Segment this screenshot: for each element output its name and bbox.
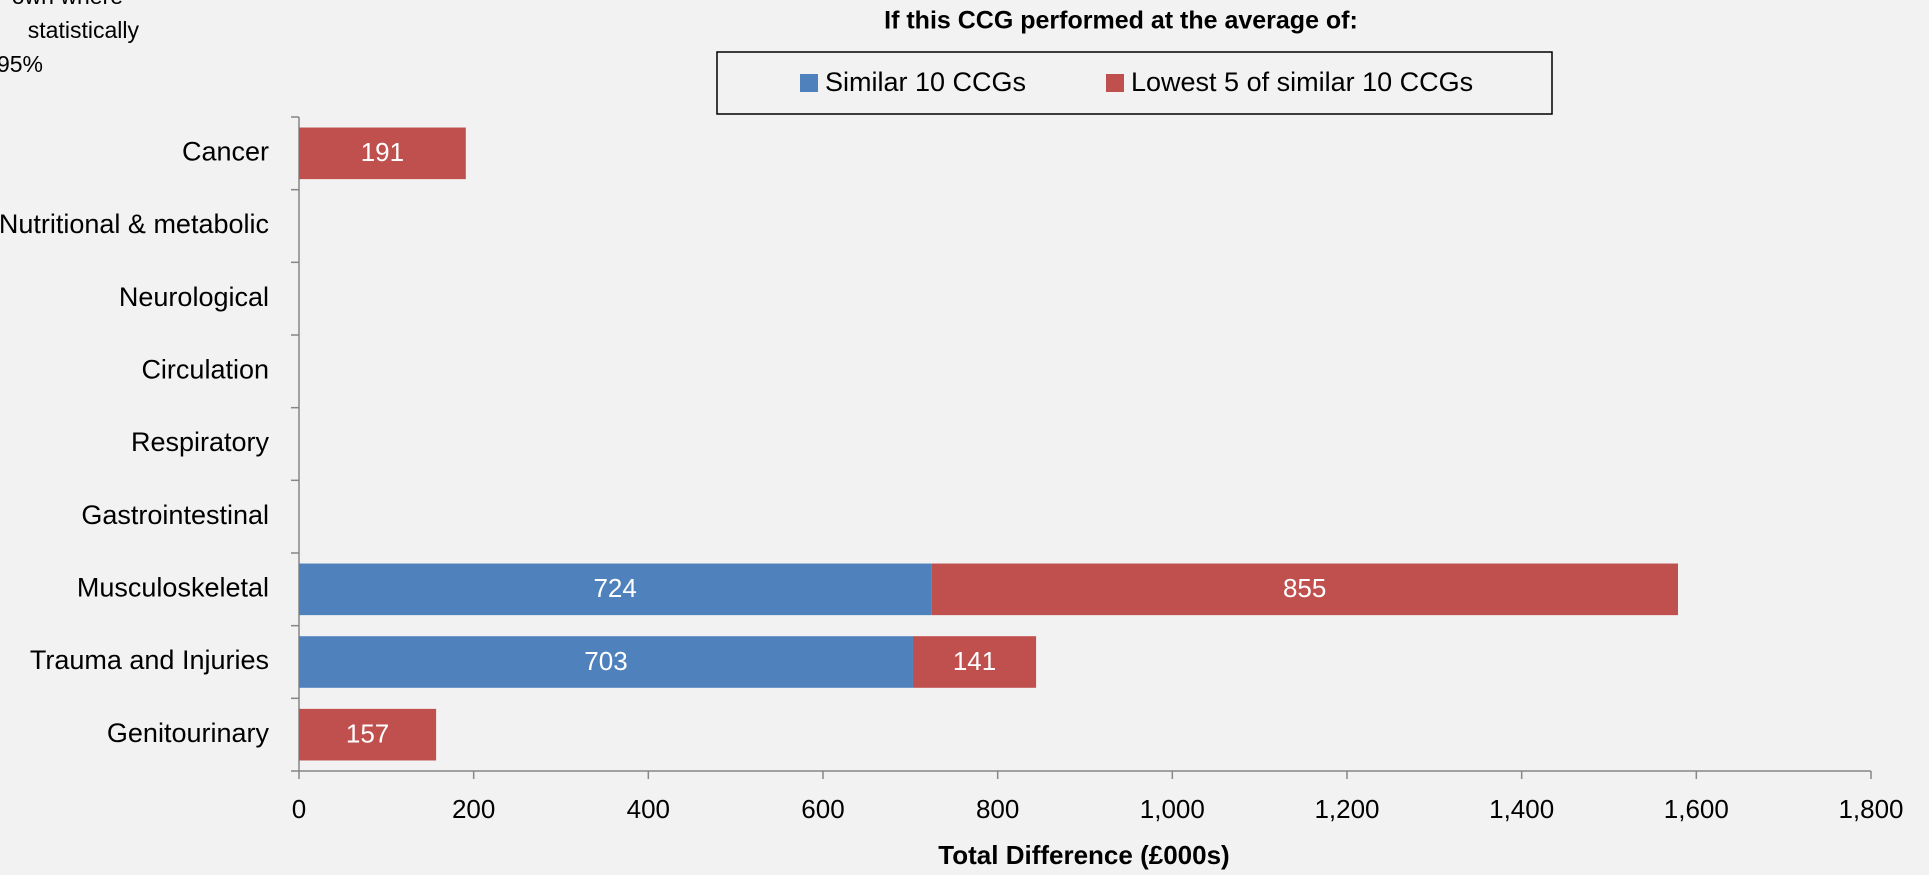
data-label: 703	[584, 646, 627, 676]
legend-label: Similar 10 CCGs	[825, 67, 1026, 97]
x-tick-label: 600	[801, 794, 844, 824]
y-tick-label: Circulation	[141, 354, 269, 384]
bar	[299, 563, 932, 616]
annotation: statistically	[28, 17, 140, 43]
y-tick-label: Gastrointestinal	[81, 500, 269, 530]
x-tick-label: 800	[976, 794, 1019, 824]
x-axis-title: Total Difference (£000s)	[938, 840, 1229, 870]
data-label: 724	[593, 573, 636, 603]
legend-swatch	[800, 74, 818, 92]
x-tick-label: 1,000	[1140, 794, 1205, 824]
x-tick-label: 1,600	[1664, 794, 1729, 824]
x-tick-label: 1,200	[1314, 794, 1379, 824]
y-tick-label: Musculoskeletal	[77, 572, 269, 602]
data-label: 191	[361, 137, 404, 167]
data-label: 855	[1283, 573, 1326, 603]
legend-swatch	[1106, 74, 1124, 92]
annotation: own where	[12, 0, 123, 9]
x-tick-label: 0	[292, 794, 306, 824]
bar	[299, 636, 913, 688]
legend-label: Lowest 5 of similar 10 CCGs	[1131, 67, 1473, 97]
x-tick-label: 1,800	[1838, 794, 1903, 824]
bar	[912, 636, 1037, 688]
chart-title: If this CCG performed at the average of:	[884, 7, 1358, 35]
bar	[299, 708, 437, 761]
bar	[299, 127, 466, 180]
y-tick-label: Genitourinary	[107, 718, 270, 748]
data-label: 141	[953, 646, 996, 676]
y-tick-label: Cancer	[182, 136, 269, 166]
bar	[931, 563, 1678, 616]
x-tick-label: 200	[452, 794, 495, 824]
x-tick-label: 1,400	[1489, 794, 1554, 824]
y-tick-label: Nutritional & metabolic	[0, 209, 269, 239]
legend-box	[716, 51, 1553, 115]
data-label: 157	[346, 719, 389, 749]
y-tick-label: Trauma and Injuries	[30, 645, 269, 675]
x-tick-label: 400	[627, 794, 670, 824]
y-tick-label: Respiratory	[131, 427, 270, 457]
y-tick-label: Neurological	[119, 282, 269, 312]
annotation: 95%	[0, 51, 43, 77]
